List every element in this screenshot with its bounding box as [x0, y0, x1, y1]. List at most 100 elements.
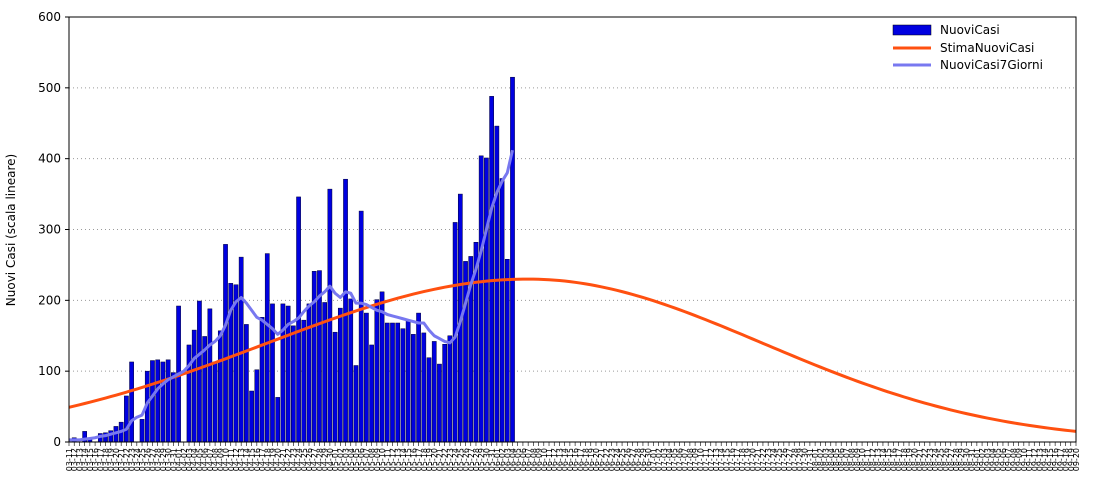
- x-tick-label: 08-08: [848, 448, 857, 471]
- bar: [150, 360, 155, 443]
- x-tick-label: 05-30: [482, 448, 491, 471]
- x-tick-label: 03-26: [143, 448, 152, 471]
- x-tick-label: 03-17: [96, 448, 105, 471]
- x-tick-label: 07-23: [764, 448, 773, 471]
- x-tick-label: 09-14: [1041, 448, 1050, 471]
- bar: [369, 344, 374, 443]
- x-tick-label: 07-09: [691, 448, 700, 471]
- bar: [400, 328, 406, 443]
- x-tick-label: 08-16: [889, 448, 898, 471]
- x-tick-label: 04-01: [175, 448, 184, 471]
- x-tick-label: 09-09: [1015, 448, 1024, 471]
- x-tick-label: 07-02: [655, 448, 664, 471]
- x-tick-label: 05-23: [446, 448, 455, 471]
- x-tick-label: 09-17: [1056, 448, 1065, 471]
- x-tick-label: 05-18: [420, 448, 429, 471]
- y-tick-label: 500: [38, 81, 61, 95]
- x-tick-label: 04-21: [279, 448, 288, 471]
- x-tick-label: 07-21: [754, 448, 763, 471]
- x-tick-label: 08-02: [816, 448, 825, 471]
- x-tick-label: 03-16: [91, 448, 100, 471]
- x-tick-label: 06-23: [608, 448, 617, 471]
- x-axis-ticks: 03-1103-1203-1303-1403-1503-1603-1703-18…: [65, 442, 1081, 471]
- x-tick-label: 03-18: [102, 448, 111, 471]
- bar: [311, 271, 317, 443]
- bar: [478, 155, 484, 443]
- x-tick-label: 09-06: [999, 448, 1008, 471]
- x-tick-label: 08-23: [926, 448, 935, 471]
- bar: [405, 319, 411, 443]
- x-tick-label: 03-20: [112, 448, 121, 471]
- bar: [463, 261, 468, 443]
- x-tick-label: 08-26: [942, 448, 951, 471]
- x-tick-label: 05-25: [456, 448, 465, 471]
- x-tick-label: 07-27: [785, 448, 794, 471]
- bar: [275, 397, 281, 443]
- x-tick-label: 03-31: [169, 448, 178, 471]
- x-tick-label: 06-26: [623, 448, 632, 471]
- bar: [390, 322, 395, 443]
- x-tick-label: 09-12: [1030, 448, 1039, 471]
- x-tick-label: 06-11: [545, 448, 554, 471]
- x-tick-label: 04-28: [315, 448, 324, 471]
- x-tick-label: 07-07: [681, 448, 690, 471]
- bar: [301, 319, 307, 443]
- y-tick-label: 0: [53, 435, 61, 449]
- bar: [379, 291, 385, 443]
- bar: [165, 359, 171, 443]
- bar: [426, 357, 432, 443]
- x-tick-label: 05-26: [462, 448, 471, 471]
- x-tick-label: 06-02: [498, 448, 507, 471]
- x-tick-label: 05-17: [415, 448, 424, 471]
- x-tick-label: 09-19: [1067, 448, 1076, 471]
- x-tick-label: 06-17: [576, 448, 585, 471]
- x-tick-label: 03-28: [154, 448, 163, 471]
- x-tick-label: 08-22: [921, 448, 930, 471]
- x-tick-label: 09-03: [983, 448, 992, 471]
- bar: [197, 300, 202, 443]
- x-tick-label: 08-10: [858, 448, 867, 471]
- x-tick-label: 06-09: [535, 448, 544, 471]
- x-tick-label: 07-20: [749, 448, 758, 471]
- bar: [442, 344, 447, 443]
- x-tick-label: 09-15: [1046, 448, 1055, 471]
- x-tick-label: 07-06: [675, 448, 684, 471]
- x-tick-label: 04-12: [232, 448, 241, 471]
- x-tick-label: 05-05: [352, 448, 361, 471]
- x-tick-label: 07-26: [780, 448, 789, 471]
- bar: [332, 331, 338, 443]
- x-tick-label: 04-09: [216, 448, 225, 471]
- x-tick-label: 04-03: [185, 448, 194, 471]
- x-tick-label: 05-07: [362, 448, 371, 471]
- x-tick-label: 06-10: [540, 448, 549, 471]
- x-tick-label: 04-16: [253, 448, 262, 471]
- x-tick-label: 07-03: [660, 448, 669, 471]
- x-tick-label: 06-15: [566, 448, 575, 471]
- x-tick-label: 08-12: [869, 448, 878, 471]
- x-tick-label: 08-21: [915, 448, 924, 471]
- x-tick-label: 05-16: [409, 448, 418, 471]
- bar: [504, 259, 510, 443]
- x-tick-label: 05-14: [399, 448, 408, 471]
- x-tick-label: 06-30: [644, 448, 653, 471]
- legend: NuoviCasi StimaNuoviCasi NuoviCasi7Giorn…: [892, 23, 1043, 72]
- x-tick-label: 09-10: [1020, 448, 1029, 471]
- x-tick-label: 04-08: [211, 448, 220, 471]
- x-tick-label: 05-27: [467, 448, 476, 471]
- bar: [280, 303, 286, 443]
- x-tick-label: 06-29: [639, 448, 648, 471]
- x-tick-label: 03-27: [148, 448, 157, 471]
- x-tick-label: 08-06: [837, 448, 846, 471]
- bar: [447, 335, 453, 443]
- grid-lines: [69, 87, 1076, 372]
- x-tick-label: 05-01: [331, 448, 340, 471]
- x-tick-label: 05-21: [435, 448, 444, 471]
- x-tick-label: 03-24: [133, 448, 142, 471]
- x-tick-label: 05-29: [477, 448, 486, 471]
- x-tick-label: 04-24: [295, 448, 304, 471]
- x-tick-label: 08-20: [910, 448, 919, 471]
- x-tick-label: 03-12: [70, 448, 79, 471]
- x-tick-label: 05-11: [383, 448, 392, 471]
- x-tick-label: 09-08: [1009, 448, 1018, 471]
- bar: [291, 325, 296, 443]
